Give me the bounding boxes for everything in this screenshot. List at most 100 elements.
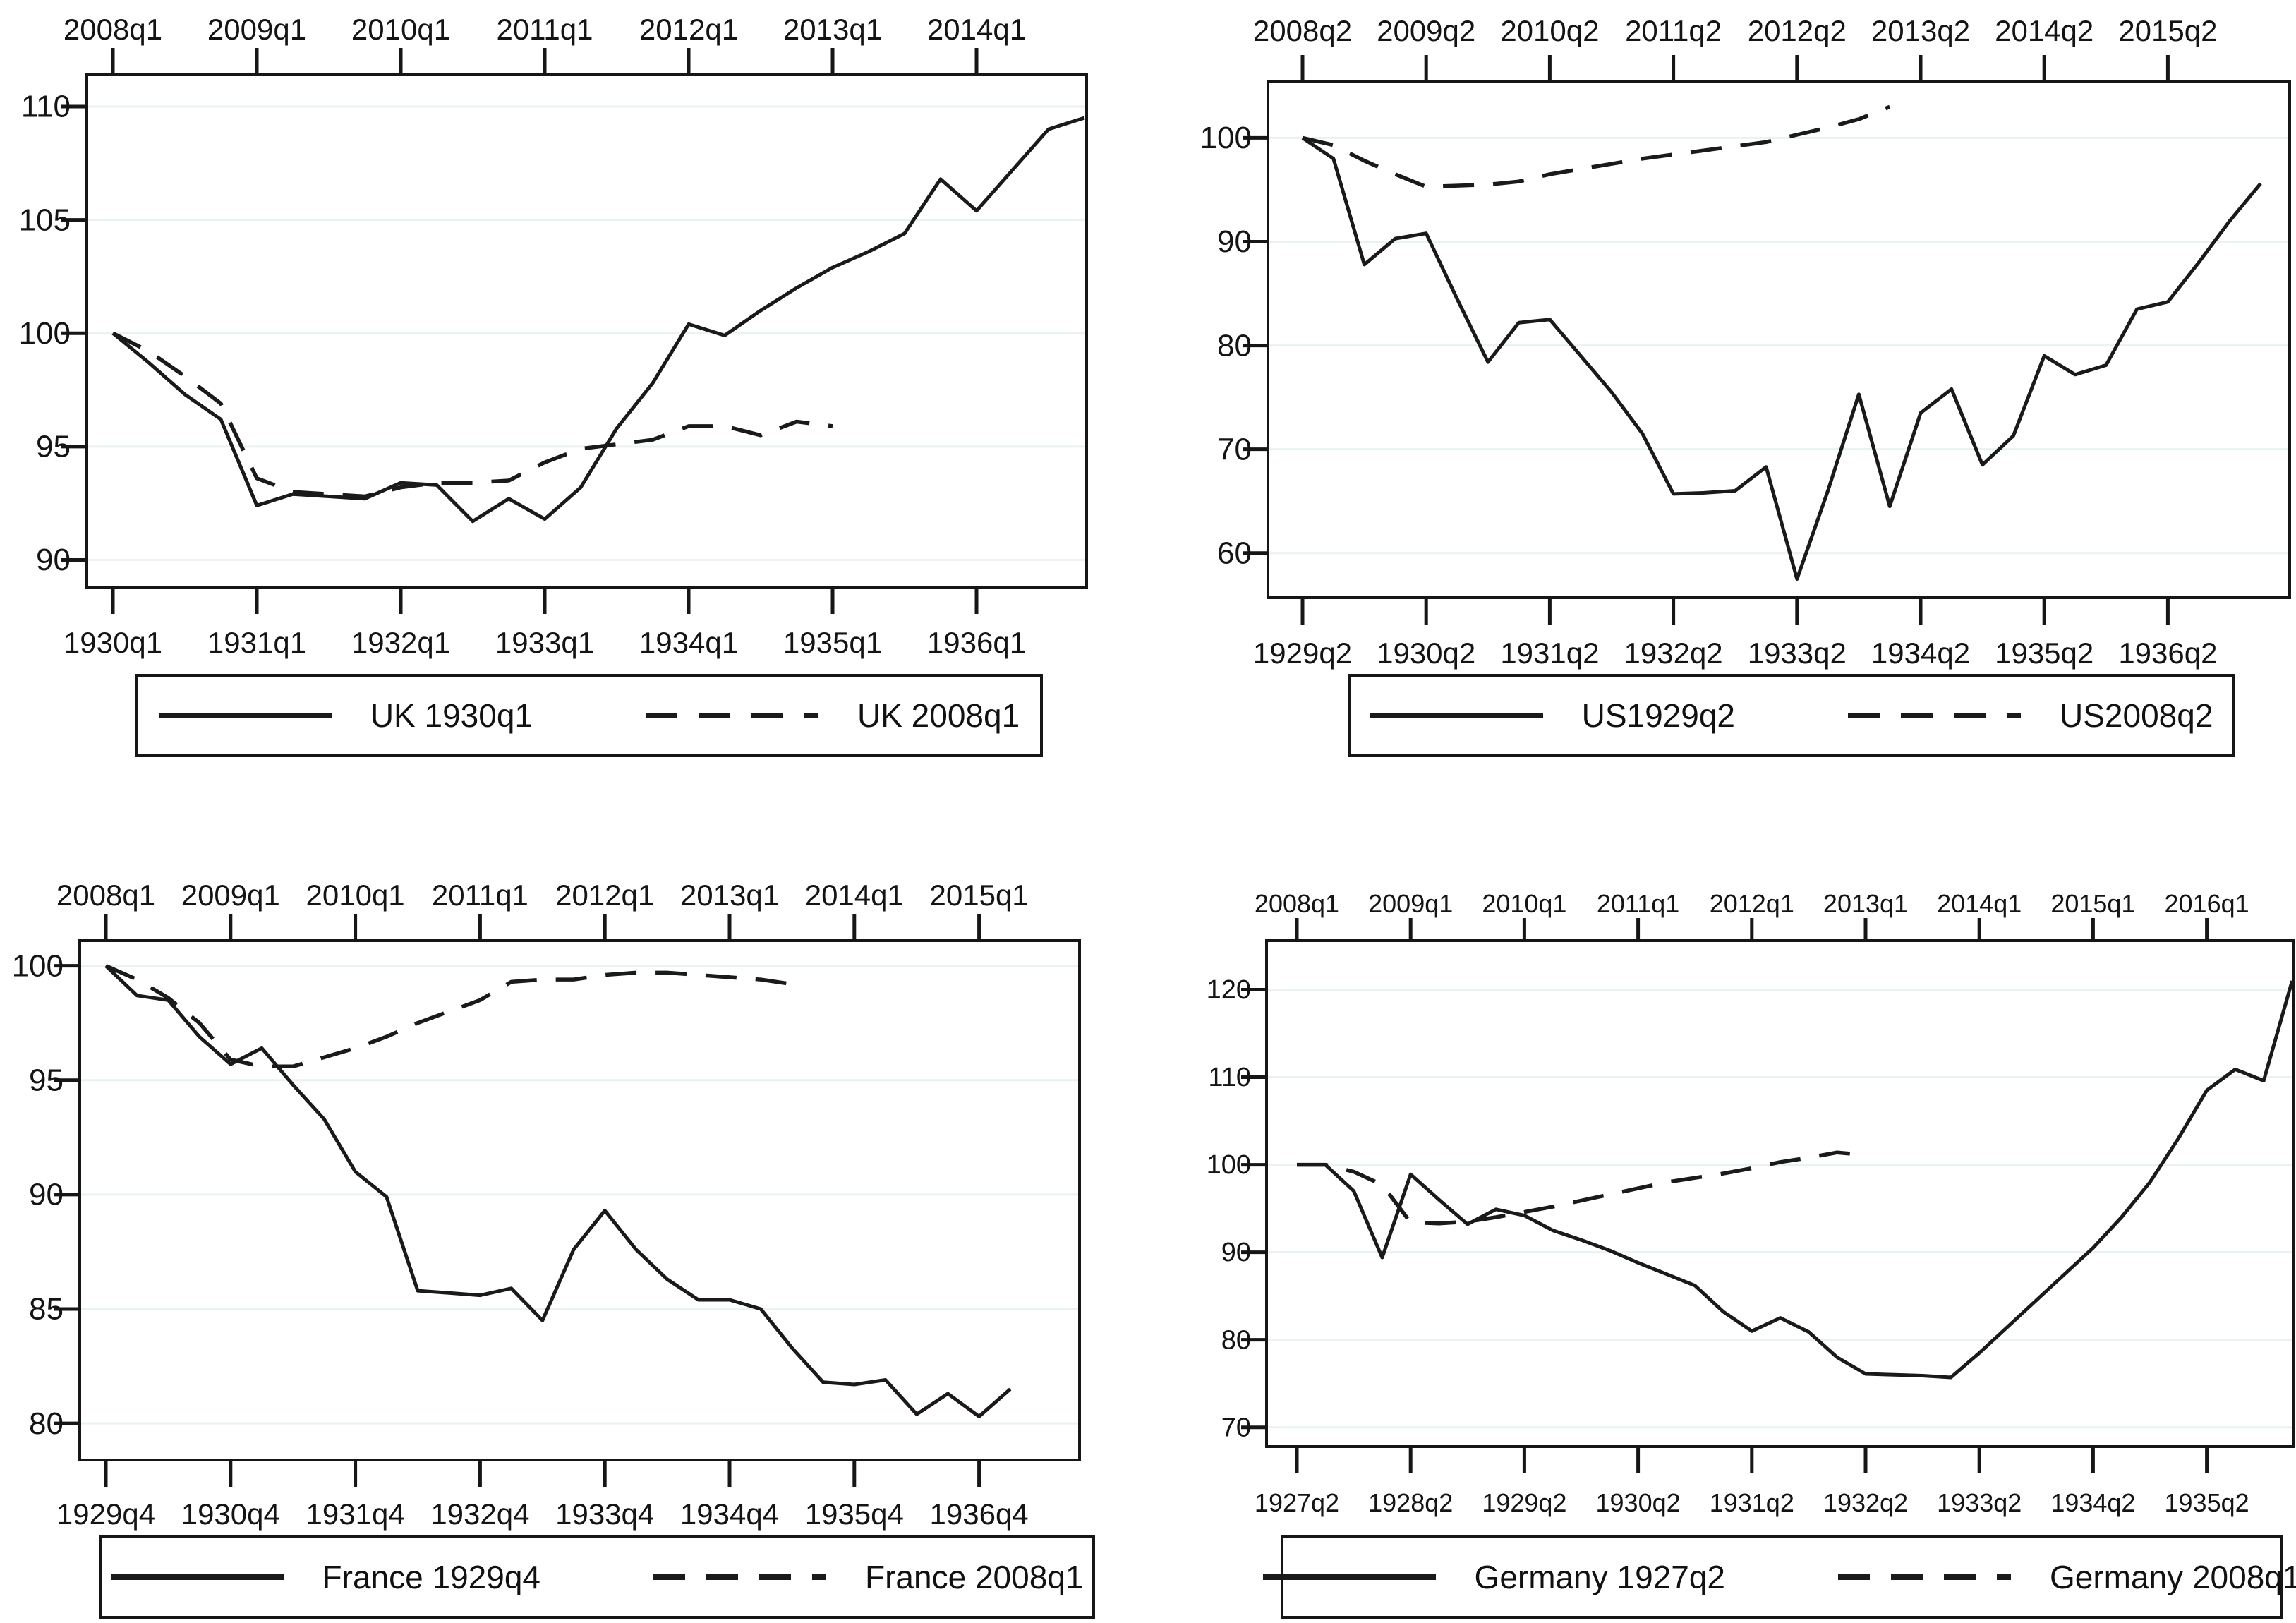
uk-bottom-axis-label: 1930q1 <box>64 626 162 659</box>
germany-top-axis-label: 2011q1 <box>1597 889 1679 918</box>
uk-legend: UK 1930q1 UK 2008q1 <box>135 674 1043 757</box>
us-top-axis-label: 2010q2 <box>1500 14 1599 47</box>
france-y-axis-label: 80 <box>29 1406 64 1441</box>
france-top-axis-label: 2010q1 <box>306 879 405 912</box>
us-top-axis-label: 2008q2 <box>1253 14 1352 47</box>
us-historical-legend-label: US1929q2 <box>1581 697 1735 734</box>
germany-bottom-axis-label: 1932q2 <box>1823 1488 1908 1517</box>
germany-bottom-axis-label: 1928q2 <box>1368 1488 1453 1517</box>
france-bottom-axis-label: 1933q4 <box>555 1497 654 1531</box>
uk-top-axis-label: 2012q1 <box>639 13 738 46</box>
uk-bottom-axis-label: 1936q1 <box>927 626 1026 659</box>
france-recession-legend-label: France 2008q1 <box>865 1559 1084 1595</box>
france-solid-line-sample <box>110 1574 284 1580</box>
uk-y-axis-label: 100 <box>19 316 71 351</box>
us-bottom-axis-label: 1929q2 <box>1253 636 1352 670</box>
uk-y-axis-label: 90 <box>36 543 71 577</box>
us-bottom-axis-label: 1930q2 <box>1377 636 1475 670</box>
germany-bottom-axis-label: 1935q2 <box>2165 1488 2249 1517</box>
germany-plot-frame <box>1265 939 2295 1448</box>
us-top-axis-label: 2014q2 <box>1995 14 2093 47</box>
france-historical-line <box>104 964 1012 1418</box>
us-top-axis-label: 2015q2 <box>2118 14 2217 47</box>
us-y-axis-label: 80 <box>1217 328 1252 363</box>
us-bottom-axis-label: 1932q2 <box>1624 636 1723 670</box>
us-bottom-axis-label: 1931q2 <box>1500 636 1599 670</box>
germany-top-axis-label: 2015q1 <box>2050 889 2135 918</box>
france-bottom-axis-label: 1929q4 <box>56 1497 155 1531</box>
france-bottom-axis-label: 1936q4 <box>930 1497 1029 1531</box>
us-legend: US1929q2 US2008q2 <box>1348 674 2235 757</box>
uk-bottom-axis-label: 1933q1 <box>495 626 594 659</box>
us-recession-line <box>1302 104 1891 189</box>
france-bottom-axis-label: 1932q4 <box>430 1497 529 1531</box>
germany-historical-legend-label: Germany 1927q2 <box>1474 1559 1725 1595</box>
france-bottom-axis-label: 1934q4 <box>680 1497 779 1531</box>
uk-y-axis-label: 110 <box>21 90 71 124</box>
us-top-axis-label: 2009q2 <box>1377 14 1475 47</box>
us-recession-legend-label: US2008q2 <box>2060 697 2213 734</box>
uk-top-axis-label: 2013q1 <box>783 13 882 46</box>
france-dashed-line-sample <box>653 1574 826 1580</box>
germany-historical-line <box>1297 980 2294 1380</box>
germany-y-axis-label: 120 <box>1207 975 1251 1005</box>
france-y-axis-label: 95 <box>29 1063 64 1097</box>
uk-top-axis-label: 2014q1 <box>927 13 1026 46</box>
germany-bottom-axis-label: 1933q2 <box>1937 1488 2022 1517</box>
uk-top-axis-label: 2011q1 <box>496 13 593 46</box>
us-y-axis-label: 70 <box>1217 432 1252 466</box>
france-plot-frame <box>78 939 1081 1461</box>
uk-y-axis-label: 95 <box>36 430 71 464</box>
germany-solid-line-sample <box>1262 1574 1436 1580</box>
us-historical-line <box>1301 136 2262 581</box>
us-bottom-axis-label: 1933q2 <box>1748 636 1847 670</box>
us-y-axis-label: 60 <box>1217 536 1252 570</box>
uk-recession-legend-label: UK 2008q1 <box>857 697 1020 734</box>
uk-top-axis-label: 2009q1 <box>207 13 306 46</box>
germany-y-axis-label: 80 <box>1221 1325 1251 1355</box>
germany-top-axis-label: 2013q1 <box>1823 889 1908 918</box>
uk-top-axis-label: 2008q1 <box>64 13 162 46</box>
germany-top-axis-label: 2008q1 <box>1255 889 1339 918</box>
germany-y-axis-label: 110 <box>1208 1063 1251 1092</box>
us-top-axis-label: 2012q2 <box>1748 14 1847 47</box>
us-y-axis-label: 100 <box>1200 121 1252 155</box>
germany-top-axis-label: 2016q1 <box>2165 889 2249 918</box>
germany-bottom-axis-label: 1929q2 <box>1482 1488 1566 1517</box>
uk-bottom-axis-label: 1934q1 <box>639 626 738 659</box>
germany-bottom-axis-label: 1927q2 <box>1255 1488 1339 1517</box>
france-top-axis-label: 2009q1 <box>181 879 280 912</box>
france-legend: France 1929q4 France 2008q1 <box>99 1535 1095 1619</box>
us-dashed-line-sample <box>1848 713 2021 718</box>
germany-y-axis-label: 100 <box>1207 1150 1251 1180</box>
france-top-axis-label: 2011q1 <box>432 879 528 912</box>
germany-bottom-axis-label: 1934q2 <box>2050 1488 2135 1517</box>
france-bottom-axis-label: 1935q4 <box>805 1497 904 1531</box>
germany-y-axis-label: 90 <box>1221 1238 1251 1267</box>
germany-top-axis-label: 2009q1 <box>1368 889 1453 918</box>
germany-bottom-axis-label: 1931q2 <box>1710 1488 1794 1517</box>
us-solid-line-sample <box>1370 713 1543 718</box>
france-bottom-axis-label: 1931q4 <box>306 1497 405 1531</box>
uk-y-axis-label: 105 <box>19 203 71 237</box>
us-bottom-axis-label: 1934q2 <box>1871 636 1970 670</box>
france-top-axis-label: 2015q1 <box>930 879 1029 912</box>
germany-top-axis-label: 2012q1 <box>1710 889 1794 918</box>
uk-historical-legend-label: UK 1930q1 <box>370 697 533 734</box>
germany-top-axis-label: 2014q1 <box>1937 889 2022 918</box>
uk-bottom-axis-label: 1935q1 <box>783 626 882 659</box>
france-y-axis-label: 85 <box>29 1292 64 1327</box>
uk-dashed-line-sample <box>646 713 818 718</box>
france-top-axis-label: 2008q1 <box>56 879 155 912</box>
france-bottom-axis-label: 1930q4 <box>181 1497 280 1531</box>
us-top-axis-label: 2013q2 <box>1871 14 1970 47</box>
us-top-axis-label: 2011q2 <box>1625 14 1722 47</box>
france-y-axis-label: 100 <box>12 948 64 983</box>
germany-top-axis-label: 2010q1 <box>1482 889 1566 918</box>
us-y-axis-label: 90 <box>1217 224 1252 259</box>
uk-plot-frame <box>85 73 1088 589</box>
germany-y-axis-label: 70 <box>1221 1413 1251 1442</box>
france-recession-line <box>104 964 792 1069</box>
us-bottom-axis-label: 1935q2 <box>1995 636 2093 670</box>
uk-historical-line <box>111 116 1085 524</box>
